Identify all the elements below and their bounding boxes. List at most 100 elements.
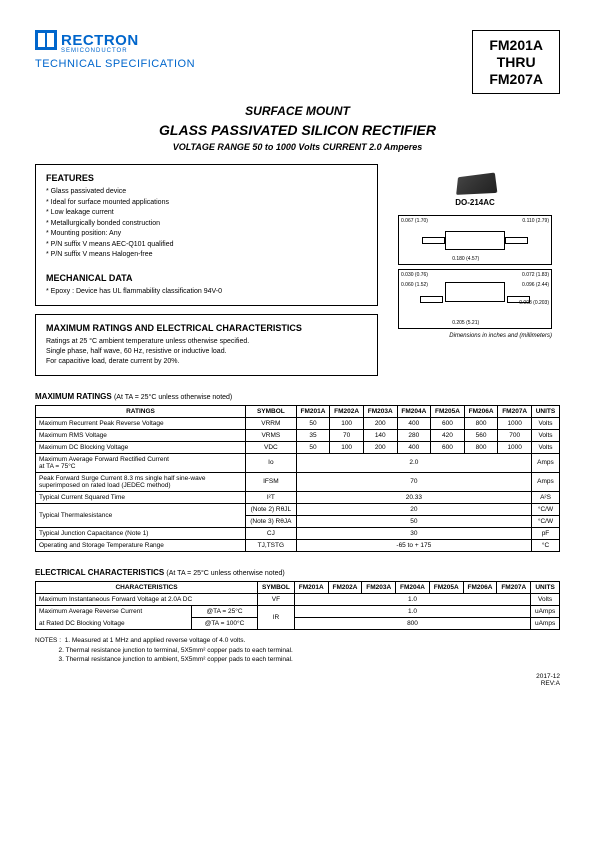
ratings-line: Ratings at 25 °C ambient temperature unl… — [46, 337, 367, 347]
cell-span: 1.0 — [294, 605, 530, 617]
part-line1: FM201A — [489, 37, 543, 54]
row-cond: @TA = 25°C — [192, 605, 258, 617]
cell-span: 20 — [296, 503, 531, 515]
features-title: FEATURES — [46, 173, 367, 183]
cell: 35 — [296, 429, 330, 441]
notes-prefix: NOTES : — [35, 637, 61, 644]
row-unit: °C/W — [531, 503, 559, 515]
body-outline — [445, 231, 506, 250]
row-cond: @TA = 100°C — [192, 617, 258, 629]
elec-table: CHARACTERISTICS SYMBOL FM201A FM202A FM2… — [35, 581, 560, 630]
ratings-box-title: MAXIMUM RATINGS AND ELECTRICAL CHARACTER… — [46, 323, 367, 333]
row-label: Typical Junction Capacitance (Note 1) — [36, 527, 246, 539]
ratings-line: Single phase, half wave, 60 Hz, resistiv… — [46, 347, 367, 357]
cell: 400 — [397, 417, 431, 429]
max-ratings-table: RATINGS SYMBOL FM201A FM202A FM203A FM20… — [35, 405, 560, 552]
dim-note: Dimensions in inches and (millimeters) — [390, 333, 552, 339]
brand-name: RECTRON — [61, 32, 139, 49]
row-unit: °C — [531, 539, 559, 551]
cell: 700 — [498, 429, 532, 441]
row-label: Maximum Recurrent Peak Reverse Voltage — [36, 417, 246, 429]
row-unit: Volts — [531, 441, 559, 453]
cell: 560 — [464, 429, 498, 441]
table-row: Operating and Storage Temperature Range … — [36, 539, 560, 551]
cell: 50 — [296, 441, 330, 453]
elec-note: (At TA = 25°C unless otherwise noted) — [166, 570, 284, 577]
cell-span: 70 — [296, 472, 531, 491]
title-surface: SURFACE MOUNT — [35, 104, 560, 118]
col-part: FM207A — [497, 581, 531, 593]
cell: 600 — [431, 417, 465, 429]
drawing-top: 0.067 (1.70) 0.110 (2.79) 0.180 (4.57) — [398, 215, 552, 265]
col-part: FM205A — [429, 581, 463, 593]
feature-item: Mounting position: Any — [46, 229, 367, 240]
table-row: Peak Forward Surge Current 8.3 ms single… — [36, 472, 560, 491]
cell: 1000 — [498, 441, 532, 453]
col-units: UNITS — [531, 405, 559, 417]
cell-span: 2.0 — [296, 453, 531, 472]
feature-item: Ideal for surface mounted applications — [46, 198, 367, 209]
cell-span: 30 — [296, 527, 531, 539]
row-sym: IR — [258, 605, 295, 629]
note-1: 1. Measured at 1 MHz and applied reverse… — [65, 637, 246, 644]
elec-header: ELECTRICAL CHARACTERISTICS (At TA = 25°C… — [35, 568, 560, 577]
row-label: Maximum Instantaneous Forward Voltage at… — [36, 593, 258, 605]
col-part: FM201A — [294, 581, 328, 593]
row-sym: CJ — [246, 527, 297, 539]
dim-text: 0.030 (0.76) — [401, 272, 428, 278]
col-part: FM205A — [431, 405, 465, 417]
table-row: Typical Junction Capacitance (Note 1) CJ… — [36, 527, 560, 539]
col-part: FM204A — [396, 581, 430, 593]
title-voltage: VOLTAGE RANGE 50 to 1000 Volts CURRENT 2… — [35, 142, 560, 152]
cell: 50 — [296, 417, 330, 429]
cell: 200 — [363, 441, 397, 453]
spec-title: TECHNICAL SPECIFICATION — [35, 58, 195, 70]
ratings-line: For capacitive load, derate current by 2… — [46, 357, 367, 367]
note-3: 3. Thermal resistance junction to ambien… — [58, 656, 292, 663]
col-ratings: RATINGS — [36, 405, 246, 417]
table-row: Maximum DC Blocking Voltage VDC 50 100 2… — [36, 441, 560, 453]
col-part: FM201A — [296, 405, 330, 417]
footer-rev: REV:A — [536, 680, 560, 687]
cell: 600 — [431, 441, 465, 453]
dim-text: 0.008 (0.203) — [519, 300, 549, 306]
cell: 800 — [464, 441, 498, 453]
row-sym: TJ,TSTG — [246, 539, 297, 551]
feature-item: P/N suffix V means AEC-Q101 qualified — [46, 240, 367, 251]
dim-text: 0.060 (1.52) — [401, 282, 428, 288]
row-sym: IFSM — [246, 472, 297, 491]
row-unit: uAmps — [531, 617, 560, 629]
cell: 100 — [330, 417, 364, 429]
table-header-row: CHARACTERISTICS SYMBOL FM201A FM202A FM2… — [36, 581, 560, 593]
row-label: Typical Current Squared Time — [36, 491, 246, 503]
row-sym: (Note 2) RθJL — [246, 503, 297, 515]
row-label: Peak Forward Surge Current 8.3 ms single… — [36, 472, 246, 491]
row-label: Typical Thermalesistance — [36, 503, 246, 527]
package-area: DO-214AC 0.067 (1.70) 0.110 (2.79) 0.180… — [390, 174, 560, 385]
mech-list: Epoxy : Device has UL flammability class… — [46, 287, 367, 298]
row-sym: VRMS — [246, 429, 297, 441]
dim-text: 0.180 (4.57) — [452, 256, 479, 262]
mech-item: Epoxy : Device has UL flammability class… — [46, 287, 367, 298]
elec-title: ELECTRICAL CHARACTERISTICS — [35, 568, 164, 577]
cell: 200 — [363, 417, 397, 429]
cell-span: -65 to + 175 — [296, 539, 531, 551]
dim-text: 0.067 (1.70) — [401, 218, 428, 224]
title-block: SURFACE MOUNT GLASS PASSIVATED SILICON R… — [35, 104, 560, 152]
row-label: Maximum DC Blocking Voltage — [36, 441, 246, 453]
row-unit: Amps — [531, 472, 559, 491]
package-3d-icon — [456, 173, 497, 195]
cell-span: 50 — [296, 515, 531, 527]
col-part: FM202A — [330, 405, 364, 417]
features-box: FEATURES Glass passivated device Ideal f… — [35, 164, 378, 306]
feature-item: Low leakage current — [46, 208, 367, 219]
max-ratings-note: (At TA = 25°C unless otherwise noted) — [114, 394, 232, 401]
col-part: FM204A — [397, 405, 431, 417]
cell: 1000 — [498, 417, 532, 429]
footer: 2017-12 REV:A — [35, 673, 560, 687]
table-row: Maximum RMS Voltage VRMS 35 70 140 280 4… — [36, 429, 560, 441]
col-part: FM206A — [464, 405, 498, 417]
cell: 280 — [397, 429, 431, 441]
cell-span: 20.33 — [296, 491, 531, 503]
max-ratings-title: MAXIMUM RATINGS — [35, 392, 112, 401]
